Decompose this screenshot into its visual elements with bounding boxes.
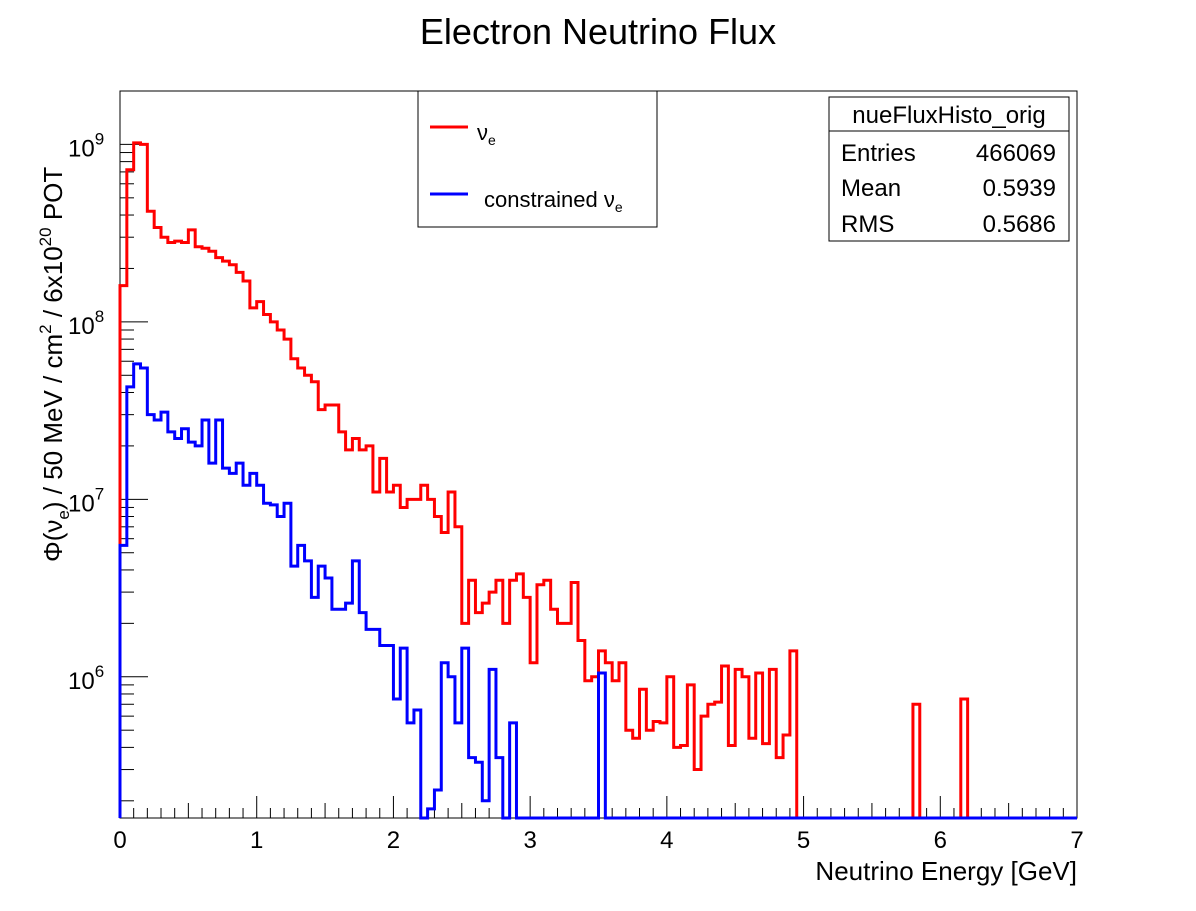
y-label-mid: ) / 50 MeV / cm	[38, 334, 68, 510]
y-label-sup: 2	[36, 324, 55, 333]
x-tick-label: 6	[934, 827, 947, 854]
y-tick-label: 106	[68, 662, 104, 695]
x-axis-label: Neutrino Energy [GeV]	[815, 856, 1077, 886]
x-tick-label: 4	[660, 827, 673, 854]
x-tick-label: 1	[250, 827, 263, 854]
stats-entries-value: 466069	[976, 140, 1056, 167]
legend-constrained-sub: e	[615, 199, 623, 215]
series-layer	[118, 141, 1077, 820]
x-tick-label: 3	[523, 827, 536, 854]
stats-box-frame	[828, 96, 1070, 242]
y-axis-label: Φ(νe) / 50 MeV / cm2 / 6x1020 POT	[36, 167, 73, 562]
stats-mean-label: Mean	[841, 175, 901, 202]
chart-title: Electron Neutrino Flux	[420, 11, 776, 52]
x-tick-label: 7	[1070, 827, 1083, 854]
y-tick-label: 109	[68, 129, 104, 162]
stats-rms-label: RMS	[841, 211, 894, 238]
legend-nue-sub: e	[488, 132, 496, 148]
stats-box: nueFluxHisto_orig Entries 466069 Mean 0.…	[828, 96, 1070, 242]
legend-label-constrained-nue: constrained νe	[484, 187, 623, 215]
stats-title: nueFluxHisto_orig	[852, 102, 1045, 129]
x-tick-label: 0	[113, 827, 126, 854]
y-label-sub: e	[54, 510, 73, 519]
legend-nue-symbol: ν	[477, 120, 488, 145]
y-minor-ticks	[120, 90, 148, 802]
legend: νe constrained νe	[417, 90, 658, 228]
y-label-mid2: / 6x10	[38, 246, 68, 324]
y-label-sup2: 20	[36, 227, 55, 246]
legend-box	[417, 90, 658, 228]
legend-constrained-text: constrained	[484, 187, 604, 212]
x-tick-label: 2	[387, 827, 400, 854]
series-constrained-nue-histogram	[118, 362, 1077, 820]
y-tick-label: 108	[68, 307, 104, 340]
stats-mean-value: 0.5939	[983, 175, 1056, 202]
y-tick-label: 107	[68, 484, 104, 517]
stats-rms-value: 0.5686	[983, 211, 1056, 238]
y-label-prefix: Φ(ν	[38, 520, 68, 562]
y-axis-tick-labels: 106 107 108 109	[68, 129, 104, 694]
x-tick-label: 5	[797, 827, 810, 854]
y-label-suffix: POT	[38, 167, 68, 228]
legend-constrained-symbol: ν	[604, 187, 615, 212]
stats-entries-label: Entries	[841, 140, 916, 167]
legend-label-nue: νe	[477, 120, 496, 148]
